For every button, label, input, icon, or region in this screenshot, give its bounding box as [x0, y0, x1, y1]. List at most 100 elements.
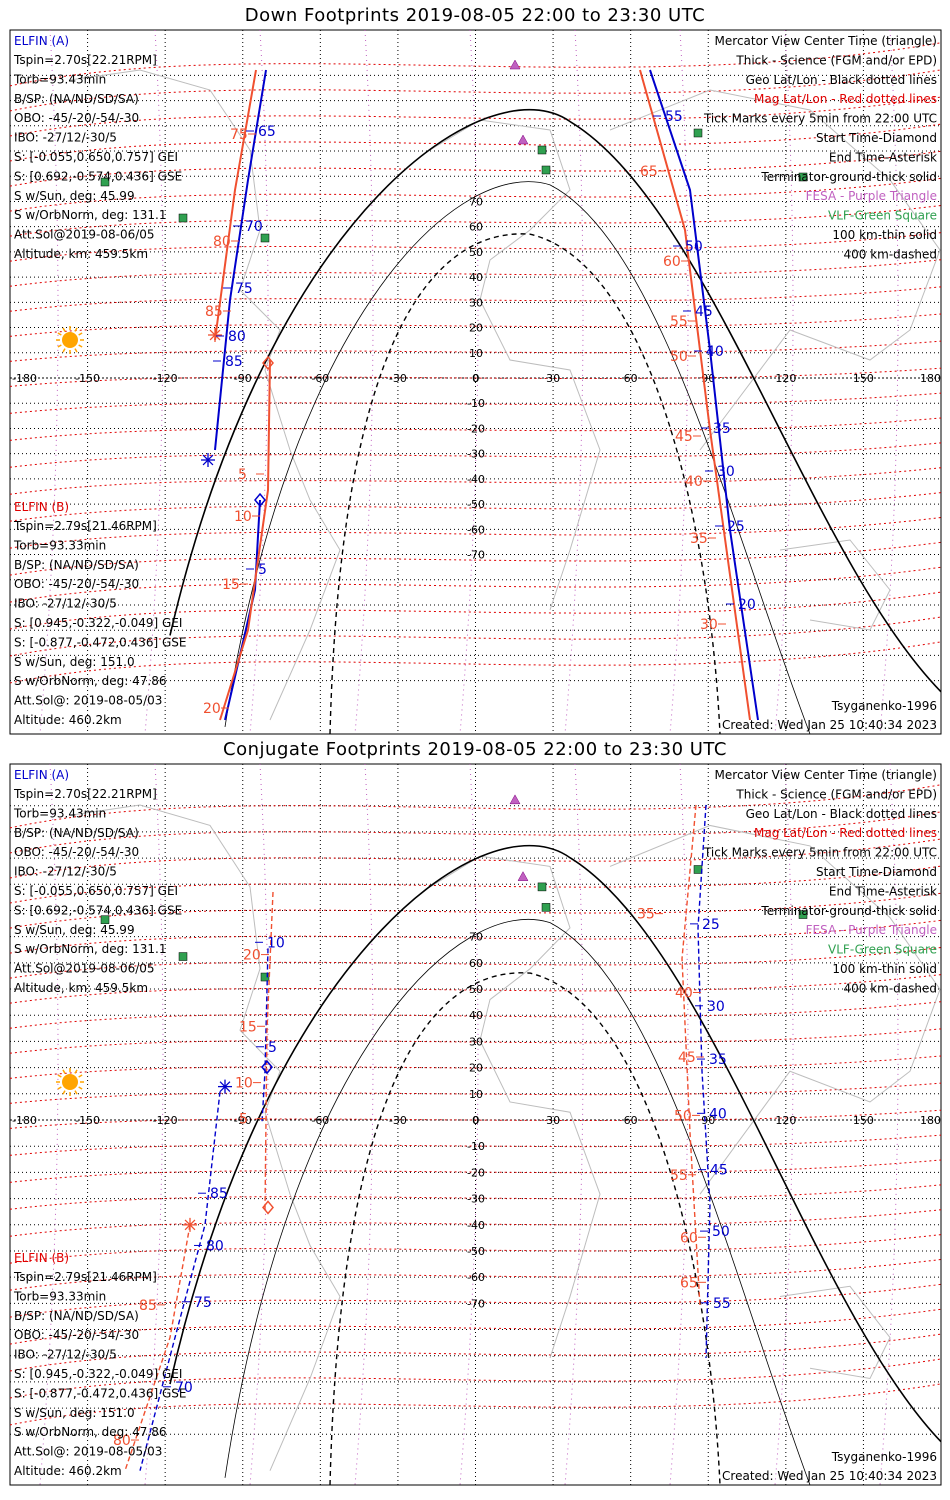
elfin-b-tick-label: 5	[238, 467, 247, 483]
longitude-label: 60	[624, 372, 638, 385]
mag-latitude-curve	[9, 591, 942, 630]
mag-latitude-curve	[9, 1308, 942, 1345]
elfin-b-tick-label: 55	[670, 1168, 688, 1184]
latitude-label: 10	[469, 1088, 483, 1101]
elfin-a-tick-label: 40	[709, 1106, 727, 1122]
continent-outline	[609, 824, 941, 1195]
latitude-label: 0	[473, 1114, 480, 1127]
elfin-b-info-line: S: [-0.877,-0.472,0.436] GSE	[14, 635, 187, 649]
elfin-b-info-line: S w/Sun, deg: 151.0	[14, 1406, 135, 1420]
terminator-ground-line	[169, 108, 942, 693]
elfin-a-tick-label: 5	[258, 562, 267, 578]
elfin-b-name: ELFIN (B)	[14, 500, 69, 514]
mag-latitude-curve	[9, 286, 942, 312]
created-timestamp: Created: Wed Jan 25 10:40:34 2023	[722, 718, 937, 732]
elfin-a-info-line: Torb=93.43min	[13, 72, 106, 86]
mag-latitude-curve	[9, 1109, 942, 1129]
elfin-a-tick-label: 25	[702, 917, 720, 933]
elfin-a-info-line: S w/OrbNorm, deg: 131.1	[14, 942, 166, 956]
elfin-b-info-line: Att.Sol@: 2019-08-05/03	[14, 1445, 162, 1459]
mag-meridian-curve	[249, 763, 269, 1486]
elfin-b-tick-label: 20	[243, 948, 261, 964]
mag-meridian-curve	[459, 29, 479, 735]
latitude-label: 70	[469, 195, 483, 208]
elfin-a-track	[649, 69, 759, 721]
continent-outline	[69, 804, 341, 1471]
latitude-label: 20	[469, 322, 483, 335]
mag-latitude-curve	[9, 1159, 942, 1183]
legend: Mercator View Center Time (triangle) Thic…	[703, 768, 937, 995]
vlf-square-icon	[100, 177, 110, 187]
elfin-a-tick-label: 40	[706, 344, 724, 360]
mag-latitude-curve	[9, 367, 942, 387]
terminator-ground-line	[169, 844, 942, 1443]
mag-latitude-curve	[9, 946, 942, 979]
longitude-label: -150	[75, 1114, 100, 1127]
panel-title-down: Down Footprints 2019-08-05 22:00 to 23:3…	[244, 5, 706, 26]
mag-latitude-curve	[9, 1383, 942, 1426]
elfin-a-info-line: Att.Sol@2019-08-06/05	[14, 962, 155, 976]
latitude-label: 60	[469, 221, 483, 234]
continent-outline	[609, 89, 941, 451]
elfin-a-tick-label: 35	[713, 421, 731, 437]
elfin-a-info-line: OBO: -45/-20/-54/-30	[14, 111, 139, 125]
elfin-a-tick-label: 85	[210, 1186, 228, 1202]
elfin-a-info-line: Altitude, km: 459.5km	[14, 247, 148, 261]
model-label: Tsyganenko-1996	[831, 1450, 937, 1464]
elfin-a-start-diamond	[261, 1059, 273, 1075]
elfin-a-tick-label: 80	[206, 1238, 224, 1254]
mag-meridian-curve	[669, 763, 689, 1486]
elfin-a-info-line: OBO: -45/-20/-54/-30	[14, 845, 139, 859]
continent-outline	[779, 539, 891, 631]
mag-latitude-curve	[9, 974, 942, 1004]
elfin-b-end-asterisk	[208, 328, 222, 342]
continent-outline	[429, 119, 601, 611]
mag-latitude-curve	[9, 204, 942, 237]
vlf-square-icon	[178, 213, 188, 223]
elfin-a-track	[224, 499, 261, 721]
legend-entry: 400 km-dashed	[843, 981, 937, 995]
longitude-label: 30	[546, 372, 560, 385]
mag-latitude-curve	[9, 232, 942, 262]
elfin-a-name: ELFIN (A)	[14, 768, 69, 782]
elfin-a-tick-label: 45	[695, 304, 713, 320]
mag-latitude-curve	[9, 96, 942, 137]
elfin-b-info-line: S w/OrbNorm, deg: 47.86	[14, 1425, 166, 1439]
mag-latitude-curve	[9, 1283, 942, 1318]
latitude-label: -20	[467, 422, 485, 435]
elfin-b-tick-label: 40	[675, 985, 693, 1001]
mag-latitude-curve	[9, 566, 942, 603]
legend-entry: Mag Lat/Lon - Red dotted lines	[754, 826, 937, 840]
elfin-a-tick-label: 30	[707, 999, 725, 1015]
mag-meridian-curve	[39, 763, 59, 1486]
legend-entry: Mag Lat/Lon - Red dotted lines	[754, 92, 937, 106]
elfin-b-start-diamond	[262, 355, 274, 371]
latitude-label: -50	[467, 498, 485, 511]
elfin-b-info-line: B/SP: (NA/ND/SD/SA)	[14, 558, 139, 572]
longitude-label: 150	[853, 1114, 874, 1127]
vlf-square-icon	[541, 165, 551, 175]
elfin-b-tick-label: 60	[680, 1230, 698, 1246]
elfin-b-tick-label: 5	[239, 1111, 248, 1127]
mag-latitude-curve	[9, 811, 942, 854]
elfin-b-tick-label: 45	[675, 429, 693, 445]
elfin-b-tick-label: 45	[678, 1050, 696, 1066]
mag-latitude-curve	[9, 392, 942, 414]
longitude-label: -150	[75, 372, 100, 385]
longitude-label: -120	[153, 372, 178, 385]
legend-entry: Mercator View Center Time (triangle)	[715, 768, 937, 782]
elfin-b-tick-label: 10	[235, 1076, 253, 1092]
legend-entry: Terminator-ground-thick solid	[760, 170, 937, 184]
elfin-a-info-line: B/SP: (NA/ND/SD/SA)	[14, 92, 139, 106]
elfin-b-info-line: S: [0.945,-0.322,-0.049] GEI	[14, 1367, 182, 1381]
latitude-label: 70	[469, 931, 483, 944]
mag-latitude-curve	[9, 838, 942, 879]
elfin-a-info-line: IBO: -27/12/-30/5	[14, 131, 117, 145]
elfin-a-end-asterisk	[218, 1079, 232, 1094]
elfin-b-start-diamond	[262, 1200, 274, 1215]
elfin-a-info-line: Att.Sol@2019-08-06/05	[14, 228, 155, 242]
legend-entry: End Time-Asterisk	[829, 150, 937, 164]
fesa-triangle-icon	[509, 794, 521, 805]
elfin-b-name: ELFIN (B)	[14, 1251, 69, 1265]
